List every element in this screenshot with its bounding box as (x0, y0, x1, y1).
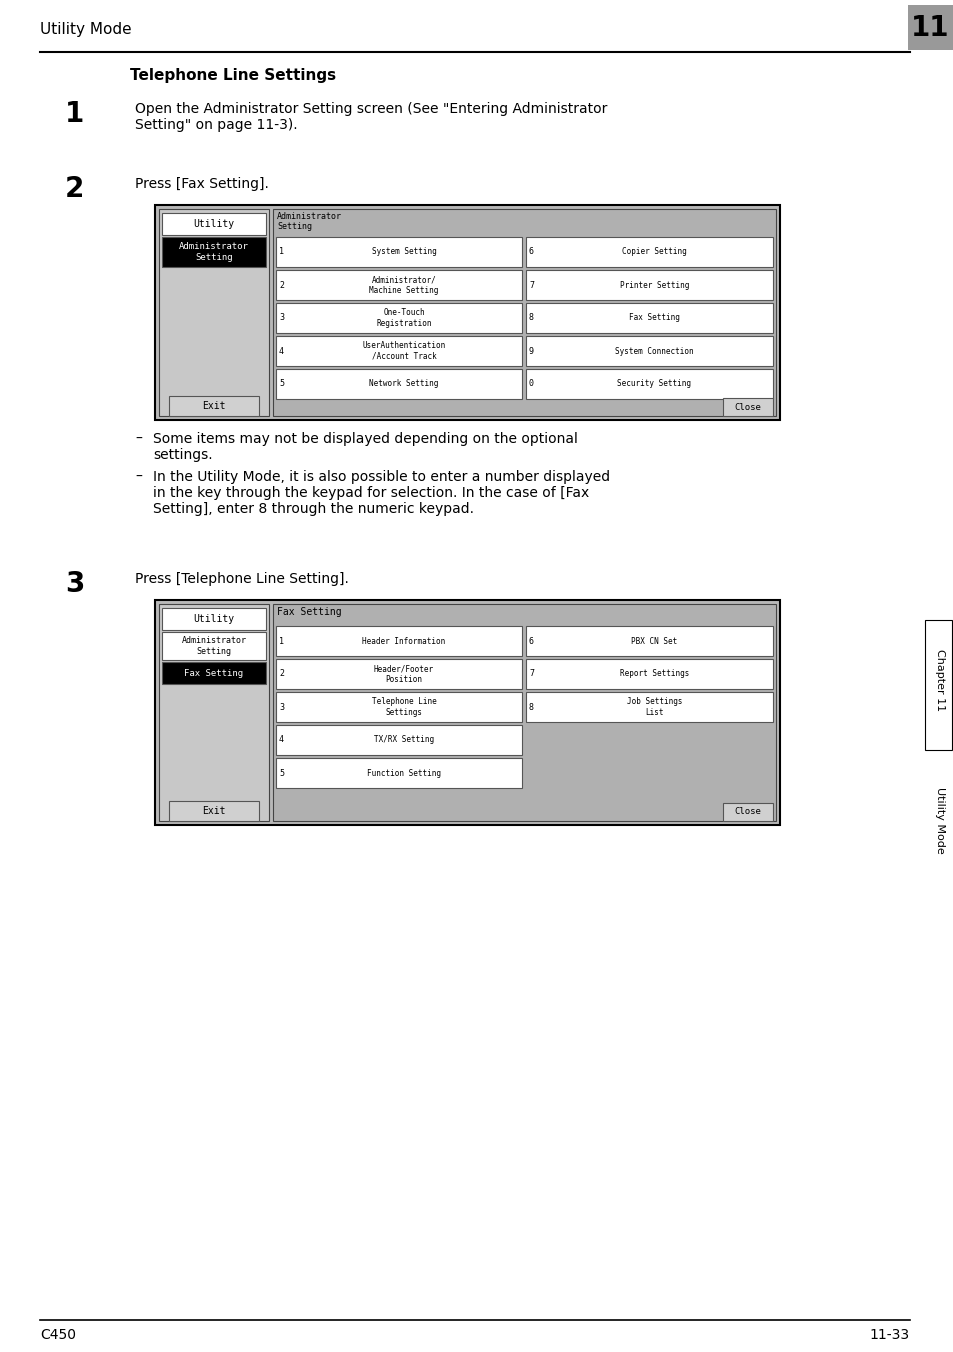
Text: 9: 9 (529, 346, 534, 356)
Text: 7: 7 (529, 669, 534, 679)
Text: 2: 2 (278, 669, 284, 679)
Bar (162, 214, 266, 235)
Text: 8: 8 (529, 314, 534, 323)
Text: Printer Setting: Printer Setting (619, 280, 688, 289)
Text: Header Information: Header Information (362, 637, 445, 645)
Bar (275, 692, 521, 722)
Text: Telephone Line
Settings: Telephone Line Settings (372, 698, 436, 717)
Text: Some items may not be displayed depending on the optional
settings.: Some items may not be displayed dependin… (152, 433, 578, 462)
Bar (162, 608, 266, 630)
Text: Close: Close (734, 807, 760, 817)
Bar (525, 337, 772, 366)
Bar (275, 369, 521, 399)
Bar (154, 206, 780, 420)
Text: 4: 4 (278, 346, 284, 356)
Text: 3: 3 (278, 703, 284, 711)
Text: Administrator
Setting: Administrator Setting (179, 242, 249, 262)
Text: Telephone Line Settings: Telephone Line Settings (130, 68, 335, 82)
Bar (907, 5, 952, 50)
Bar (275, 725, 521, 754)
Bar (525, 626, 772, 656)
Bar (525, 658, 772, 690)
Text: 7: 7 (529, 280, 534, 289)
Bar (722, 397, 772, 416)
Bar (154, 600, 780, 825)
Text: 6: 6 (529, 247, 534, 257)
Text: One-Touch
Registration: One-Touch Registration (375, 308, 432, 327)
Text: C450: C450 (40, 1328, 76, 1343)
Text: 11: 11 (910, 14, 949, 42)
Text: TX/RX Setting: TX/RX Setting (374, 735, 434, 745)
Bar (525, 237, 772, 266)
Text: Utility: Utility (193, 219, 234, 228)
Bar (273, 210, 775, 416)
Bar (162, 237, 266, 266)
Text: Exit: Exit (202, 402, 226, 411)
Text: 1: 1 (278, 247, 284, 257)
Text: Press [Fax Setting].: Press [Fax Setting]. (135, 177, 269, 191)
Bar (169, 396, 258, 416)
Text: UserAuthentication
/Account Track: UserAuthentication /Account Track (362, 341, 445, 361)
Bar (275, 758, 521, 788)
Text: 5: 5 (278, 380, 284, 388)
Bar (275, 658, 521, 690)
Text: 2: 2 (278, 280, 284, 289)
Text: Chapter 11: Chapter 11 (934, 649, 944, 711)
Text: Administrator
Setting: Administrator Setting (181, 637, 246, 656)
Text: 1: 1 (65, 100, 84, 128)
Text: Network Setting: Network Setting (369, 380, 438, 388)
Text: Close: Close (734, 403, 760, 411)
Text: –: – (135, 433, 142, 446)
Text: Security Setting: Security Setting (617, 380, 691, 388)
Bar (273, 604, 775, 821)
Text: PBX CN Set: PBX CN Set (631, 637, 677, 645)
Bar (525, 369, 772, 399)
Text: Utility Mode: Utility Mode (934, 787, 944, 853)
Text: 6: 6 (529, 637, 534, 645)
Text: –: – (135, 470, 142, 484)
Bar (722, 803, 772, 821)
Bar (525, 270, 772, 300)
Text: Administrator
Setting: Administrator Setting (276, 212, 341, 231)
Text: 8: 8 (529, 703, 534, 711)
Text: Fax Setting: Fax Setting (184, 668, 243, 677)
Text: Report Settings: Report Settings (619, 669, 688, 679)
Text: Press [Telephone Line Setting].: Press [Telephone Line Setting]. (135, 572, 349, 585)
Text: Administrator/
Machine Setting: Administrator/ Machine Setting (369, 276, 438, 295)
Text: Fax Setting: Fax Setting (628, 314, 679, 323)
Text: In the Utility Mode, it is also possible to enter a number displayed
in the key : In the Utility Mode, it is also possible… (152, 470, 610, 516)
Text: 1: 1 (278, 637, 284, 645)
Bar (525, 692, 772, 722)
Text: Function Setting: Function Setting (367, 768, 440, 777)
Text: 5: 5 (278, 768, 284, 777)
Bar (275, 337, 521, 366)
Bar (159, 210, 269, 416)
Text: 3: 3 (278, 314, 284, 323)
Text: Header/Footer
Position: Header/Footer Position (374, 664, 434, 684)
Bar (275, 303, 521, 333)
Text: System Setting: System Setting (372, 247, 436, 257)
Text: Job Settings
List: Job Settings List (626, 698, 681, 717)
Text: Fax Setting: Fax Setting (276, 607, 341, 617)
Bar (275, 237, 521, 266)
Bar (159, 604, 269, 821)
Text: Open the Administrator Setting screen (See "Entering Administrator
Setting" on p: Open the Administrator Setting screen (S… (135, 101, 607, 132)
Text: Utility: Utility (193, 614, 234, 625)
Text: 3: 3 (65, 571, 84, 598)
Bar (275, 626, 521, 656)
Bar (169, 800, 258, 821)
Bar (525, 303, 772, 333)
Text: 2: 2 (65, 174, 84, 203)
Text: 11-33: 11-33 (869, 1328, 909, 1343)
Bar (162, 631, 266, 660)
Text: System Connection: System Connection (615, 346, 693, 356)
Bar (275, 270, 521, 300)
Text: Copier Setting: Copier Setting (621, 247, 686, 257)
Text: 4: 4 (278, 735, 284, 745)
Bar (924, 621, 951, 750)
Text: Exit: Exit (202, 806, 226, 817)
Bar (162, 662, 266, 684)
Text: Utility Mode: Utility Mode (40, 22, 132, 37)
Text: 0: 0 (529, 380, 534, 388)
